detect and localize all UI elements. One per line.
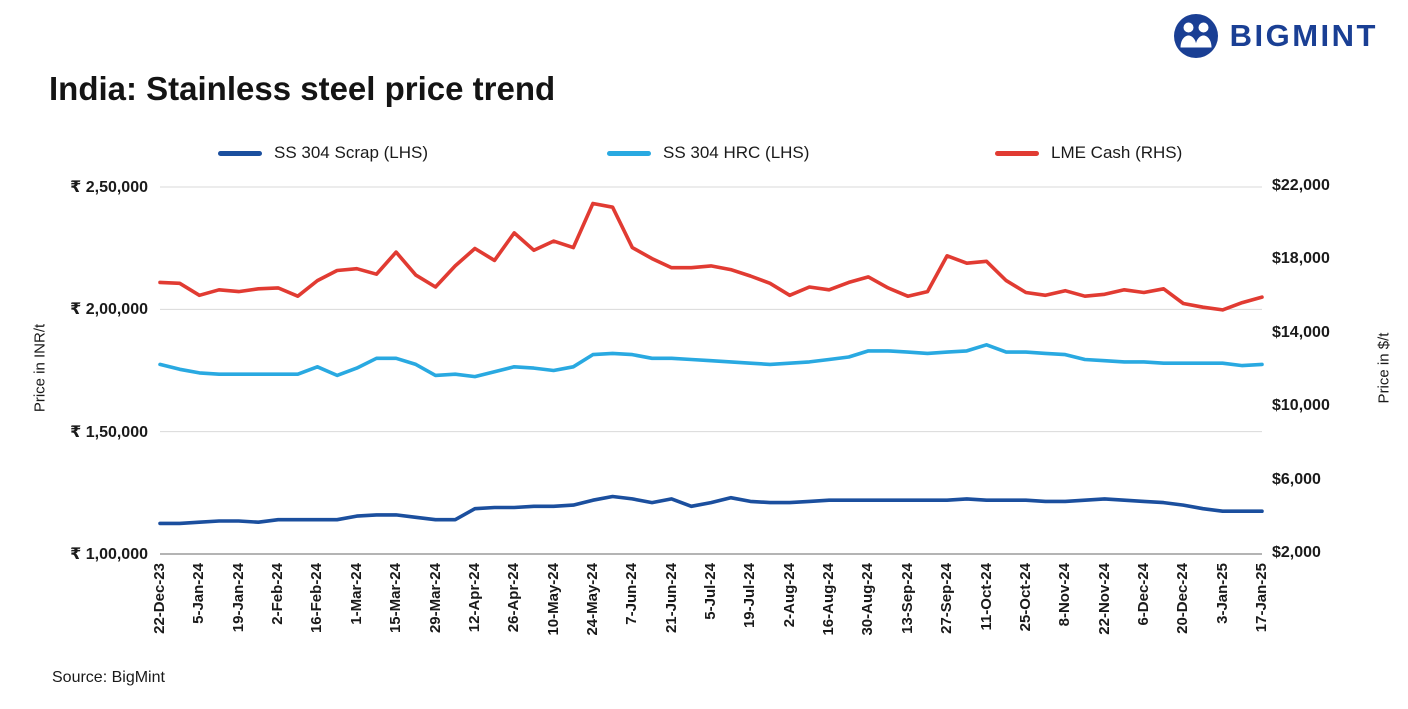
x-axis-tick-label: 5-Jan-24 [190,563,208,624]
x-axis-tick-label: 25-Oct-24 [1016,563,1034,632]
legend-swatch-lme-cash [995,150,1039,156]
y-axis-left-tick-label: ₹ 1,50,000 [70,423,148,441]
legend-label-ss-304-scrap: SS 304 Scrap (LHS) [274,143,429,162]
legend-label-lme-cash: LME Cash (RHS) [1051,143,1183,162]
x-axis-tick-label: 10-May-24 [544,563,562,636]
legend-label-ss-304-hrc: SS 304 HRC (LHS) [663,143,810,162]
y-axis-right-tick-label: $10,000 [1272,397,1330,415]
x-axis-tick-label: 7-Jun-24 [623,563,641,625]
x-axis-tick-label: 22-Nov-24 [1095,563,1113,635]
y-axis-right-tick-label: $18,000 [1272,250,1330,268]
x-axis-tick-label: 3-Jan-25 [1213,563,1231,624]
x-axis-tick-label: 2-Aug-24 [780,563,798,628]
x-axis-tick-label: 16-Aug-24 [820,563,838,636]
y-axis-right-tick-label: $2,000 [1272,544,1321,561]
y-axis-right-tick-label: $22,000 [1272,177,1330,194]
x-axis-tick-label: 30-Aug-24 [859,563,877,636]
legend-swatch-ss-304-hrc [607,150,651,156]
legend-item-lme-cash: LME Cash (RHS) [995,143,1182,163]
bigmint-logo-text: BIGMINT [1229,18,1378,53]
legend-item-ss-304-scrap: SS 304 Scrap (LHS) [218,143,428,163]
x-axis-tick-label: 21-Jun-24 [662,563,680,634]
x-axis-tick-label: 2-Feb-24 [269,563,287,625]
x-axis-tick-label: 17-Jan-25 [1253,563,1270,633]
x-axis-tick-label: 11-Oct-24 [977,563,995,631]
x-axis-tick-label: 15-Mar-24 [387,563,405,634]
page-title: India: Stainless steel price trend [49,70,556,107]
x-axis-tick-label: 5-Jul-24 [702,563,719,620]
x-axis-tick-label: 20-Dec-24 [1174,563,1192,634]
y-axis-right-tick-label: $6,000 [1272,470,1321,488]
y-axis-right-tick-label: $14,000 [1272,323,1330,341]
x-axis-tick-label: 26-Apr-24 [505,563,523,633]
x-axis-tick-label: 19-Jan-24 [229,563,247,633]
x-axis-tick-label: 27-Sep-24 [938,563,956,634]
x-axis-tick-label: 1-Mar-24 [347,563,365,625]
legend-swatch-ss-304-scrap [218,150,262,156]
series-line-lme-cash-rhs [158,201,1264,312]
series-line-ss-304-hrc-lhs [158,342,1264,379]
x-axis-tick-label: 22-Dec-23 [151,563,168,634]
bigmint-logo: BIGMINT [1173,13,1378,59]
y-axis-left-tick-label: ₹ 2,00,000 [70,301,148,319]
x-axis-tick-label: 12-Apr-24 [465,563,483,633]
x-axis-tick-label: 8-Nov-24 [1056,563,1074,627]
legend-item-ss-304-hrc: SS 304 HRC (LHS) [607,143,809,163]
series-line-ss-304-scrap-lhs [158,494,1264,526]
source-note: Source: BigMint [52,669,165,686]
x-axis-tick-label: 19-Jul-24 [741,563,759,629]
y-axis-left-tick-label: ₹ 1,00,000 [70,546,148,563]
x-axis-tick-label: 16-Feb-24 [308,563,326,634]
bigmint-logo-icon [1173,14,1218,58]
x-axis-tick-label: 6-Dec-24 [1134,563,1152,626]
y-axis-left-tick-label: ₹ 2,50,000 [70,179,148,196]
x-axis-tick-label: 24-May-24 [583,563,601,636]
x-axis-tick-label: 29-Mar-24 [426,563,444,634]
x-axis-tick-label: 13-Sep-24 [898,563,916,634]
